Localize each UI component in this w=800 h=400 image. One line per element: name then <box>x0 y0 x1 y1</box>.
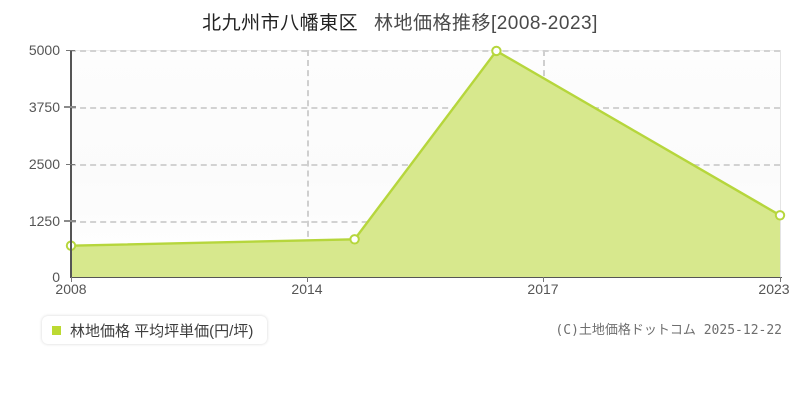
plot-border-right <box>780 50 781 277</box>
y-tick-label-3750: 3750 <box>28 99 60 115</box>
x-tick-2008 <box>71 277 72 282</box>
legend-item-label: 林地価格 平均坪単価(円/坪) <box>70 322 254 340</box>
data-point-2023 <box>774 210 786 221</box>
chart-title-region: 北九州市八幡東区 <box>202 13 359 34</box>
x-tick-2017 <box>543 277 544 282</box>
chart-title: 北九州市八幡東区 林地価格推移[2008-2023] <box>0 8 800 35</box>
chart-legend[interactable]: 林地価格 平均坪単価(円/坪) <box>42 316 268 344</box>
chart-title-subject: 林地価格推移[2008-2023] <box>373 13 598 34</box>
y-tick-5000 <box>66 50 75 51</box>
gridline-y-5000 <box>70 50 780 52</box>
y-tick-label-2500: 2500 <box>28 156 60 172</box>
gridline-x-2014 <box>307 50 309 277</box>
series-fill <box>71 50 780 278</box>
x-tick-label-2008: 2008 <box>55 281 87 297</box>
data-point-2014 <box>349 234 360 245</box>
x-tick-2023 <box>780 277 781 282</box>
copyright-credit: (C)土地価格ドットコム 2025-12-22 <box>555 323 782 338</box>
y-tick-label-5000: 5000 <box>28 42 60 58</box>
y-tick-2500 <box>66 164 75 165</box>
x-tick-label-2017: 2017 <box>527 281 559 297</box>
y-tick-3750 <box>64 106 76 108</box>
data-point-2017 <box>491 45 502 57</box>
y-tick-1250 <box>64 220 76 222</box>
y-tick-label-0: 0 <box>52 269 60 285</box>
legend-swatch-icon <box>52 325 61 335</box>
y-tick-label-1250: 1250 <box>28 213 60 229</box>
x-tick-2014 <box>307 277 308 282</box>
x-axis-line <box>70 277 782 278</box>
gridline-y-3750 <box>70 107 780 109</box>
x-tick-label-2023: 2023 <box>758 281 790 297</box>
series-line <box>70 49 781 247</box>
x-tick-label-2014: 2014 <box>291 281 323 297</box>
